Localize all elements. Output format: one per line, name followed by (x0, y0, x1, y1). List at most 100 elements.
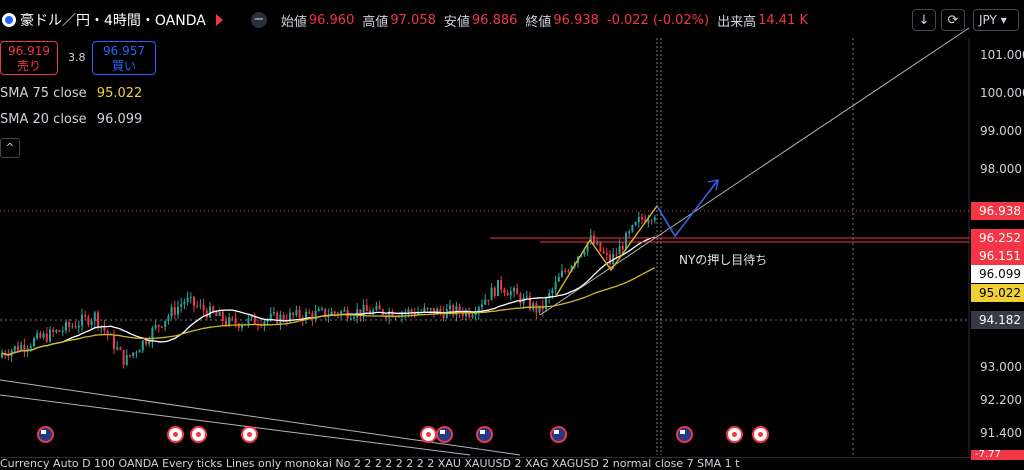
candle-body (532, 303, 535, 310)
event-marker-jp[interactable] (752, 426, 769, 443)
candle-body (442, 311, 445, 319)
candle-body (583, 251, 586, 255)
minus-icon[interactable]: − (250, 12, 267, 28)
event-marker-jp[interactable] (420, 426, 437, 443)
candle-body (93, 312, 96, 321)
candle-body (305, 311, 307, 321)
download-icon[interactable]: ↓ (912, 9, 936, 31)
price-axis-label: 91.400 (980, 426, 1022, 440)
event-marker-au[interactable] (476, 426, 493, 443)
candle-body (647, 220, 650, 223)
candles (1, 211, 656, 369)
candle-body (461, 312, 464, 317)
candle-body (36, 333, 39, 339)
buy-button[interactable]: 96.957 買い (92, 41, 156, 75)
candle-body (231, 317, 234, 319)
event-marker-jp[interactable] (167, 426, 184, 443)
candle-body (125, 355, 128, 365)
event-marker-jp[interactable] (241, 426, 258, 443)
candle-body (449, 305, 451, 310)
candle-body (410, 309, 413, 313)
status-bar: Currency Auto D 100 OANDA Every ticks Li… (0, 457, 1024, 470)
candle-body (317, 309, 320, 311)
candle-body (250, 315, 253, 318)
candle-body (599, 241, 602, 252)
sma20-line (1, 236, 655, 356)
candle-body (413, 312, 416, 316)
candle-body (369, 310, 371, 315)
candle-body (455, 306, 458, 316)
candle-body (13, 346, 16, 351)
price-axis-label: 100.000 (980, 86, 1024, 100)
trend-line (539, 27, 970, 316)
arrow-head (707, 179, 719, 191)
candle-body (167, 316, 170, 322)
volume-label: 出来高 (717, 14, 757, 30)
sma20-legend[interactable]: SMA 20 close 96.099 (0, 112, 142, 127)
candle-body (58, 330, 61, 332)
candle-body (372, 309, 375, 315)
candle-body (289, 312, 291, 322)
candle-body (199, 304, 202, 306)
chart-grid (0, 38, 970, 455)
line-price-tag: 96.151 (971, 247, 1024, 265)
candle-body (593, 235, 595, 244)
candle-body (263, 321, 266, 327)
candle-body (468, 310, 471, 318)
candle-body (269, 313, 272, 320)
candle-body (525, 296, 528, 298)
price-axis-label: 98.000 (980, 162, 1022, 176)
candle-body (490, 287, 493, 301)
candle-body (452, 305, 455, 316)
candle-body (218, 311, 221, 316)
candle-body (561, 270, 563, 277)
candle-body (87, 316, 90, 325)
event-marker-jp[interactable] (726, 426, 743, 443)
fullscreen-icon[interactable]: ⟳ (941, 9, 965, 31)
candle-body (228, 317, 231, 325)
candle-body (23, 344, 26, 351)
sma75-legend[interactable]: SMA 75 close 95.022 (0, 86, 142, 101)
buy-price: 96.957 (103, 44, 145, 58)
sma20-name: SMA 20 close (0, 112, 87, 127)
candle-body (276, 312, 279, 324)
candle-body (586, 242, 589, 252)
candle-body (183, 301, 186, 305)
candle-body (628, 231, 631, 234)
candle-body (90, 320, 93, 325)
candle-body (557, 276, 560, 282)
candle-body (106, 330, 109, 336)
high-label: 高値 (362, 14, 389, 30)
candle-body (641, 217, 643, 220)
candle-body (209, 306, 211, 318)
candle-body (484, 299, 487, 305)
candle-body (401, 312, 403, 317)
crosshair-price-tag: 94.182 (971, 311, 1024, 329)
candle-body (129, 355, 131, 357)
event-marker-au[interactable] (676, 426, 693, 443)
event-marker-au[interactable] (436, 426, 453, 443)
candle-body (596, 241, 599, 244)
candle-body (397, 316, 400, 318)
chevron-up-icon[interactable]: ^ (0, 138, 20, 158)
candle-body (314, 310, 317, 320)
candle-body (97, 312, 99, 327)
status-value-tag: -7.77 (971, 450, 1024, 460)
candle-body (567, 271, 570, 273)
sell-price: 96.919 (8, 44, 50, 58)
candle-body (132, 352, 135, 357)
projection-path-blue (656, 179, 719, 238)
event-marker-au[interactable] (550, 426, 567, 443)
currency-select[interactable]: JPY ▾ (973, 9, 1019, 31)
candle-body (119, 347, 122, 350)
candle-body (113, 334, 115, 350)
sell-button[interactable]: 96.919 売り (0, 41, 58, 75)
candle-body (55, 330, 58, 333)
symbol-title[interactable]: 豪ドル／円・4時間・OANDA (20, 13, 206, 29)
event-marker-jp[interactable] (190, 426, 207, 443)
flag-icon[interactable] (215, 14, 223, 26)
candle-body (349, 318, 352, 320)
sell-label: 売り (16, 59, 41, 73)
event-marker-au[interactable] (37, 426, 54, 443)
